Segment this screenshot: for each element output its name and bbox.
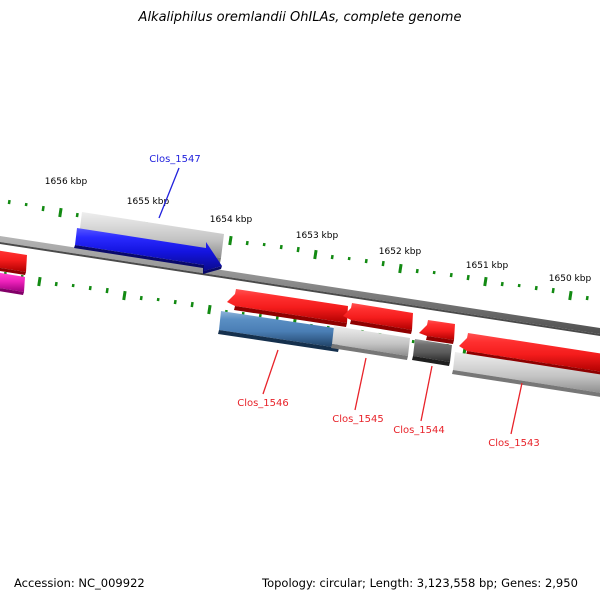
- page-title: Alkaliphilus oremlandii OhILAs, complete…: [138, 10, 462, 25]
- gene-leader-clos-1544: [420, 365, 433, 422]
- gene-arrow-clos-1545: [343, 303, 413, 330]
- backbone-strand-line: [0, 236, 600, 334]
- genome-summary-text: Topology: circular; Length: 3,123,558 bp…: [261, 576, 578, 590]
- gene-clos-1545[interactable]: [331, 303, 413, 360]
- gene-slab-clos-1544: [413, 339, 452, 362]
- gene-slab-shadow-clos-1545: [331, 344, 408, 360]
- scale-label-1656: 1656 kbp: [45, 177, 88, 187]
- scale-label-1655: 1655 kbp: [127, 197, 170, 207]
- scale-label-1650: 1650 kbp: [549, 274, 592, 284]
- genome-backbone[interactable]: [0, 236, 600, 336]
- gene-label-clos-1547[interactable]: Clos_1547: [149, 154, 201, 165]
- gene-slab-shadow-clos-1543: [452, 370, 600, 397]
- gene-slab-shadow-clos-1546: [218, 330, 339, 352]
- gene-leader-clos-1543: [510, 382, 523, 435]
- scale-label-1651: 1651 kbp: [466, 261, 509, 271]
- gene-label-clos-1546[interactable]: Clos_1546: [237, 398, 289, 409]
- gene-arrow-clos-1543: [459, 333, 600, 372]
- scale-labels: 1656 kbp 1655 kbp 1654 kbp 1653 kbp 1652…: [45, 177, 592, 284]
- gene-arrow-clos-1547: [75, 228, 222, 271]
- gene-shadow-clos-1549: [0, 267, 26, 275]
- scale-label-1654: 1654 kbp: [210, 215, 253, 225]
- gene-slab-clos-1545: [332, 326, 410, 356]
- gene-slab-clos-1543: [453, 352, 600, 393]
- gene-clos-1546[interactable]: [218, 289, 348, 352]
- gene-arrow-shadow-clos-1544: [426, 336, 454, 344]
- gene-body-clos-1549: [0, 250, 27, 272]
- gene-clos-1549[interactable]: [0, 246, 27, 275]
- gene-label-clos-1543[interactable]: Clos_1543: [488, 438, 540, 449]
- gene-slab-shadow-clos-1544: [412, 356, 450, 366]
- gene-arrow-clos-1546: [227, 289, 348, 323]
- gene-leader-clos-1546: [262, 349, 279, 395]
- gene-slab-clos-1546: [219, 311, 341, 348]
- gene-shadow-clos-1548: [0, 288, 24, 295]
- gene-leader-clos-1547: [158, 167, 180, 219]
- scale-label-1653: 1653 kbp: [296, 231, 339, 241]
- gene-label-clos-1545[interactable]: Clos_1545: [332, 414, 384, 425]
- scale-label-1652: 1652 kbp: [379, 247, 422, 257]
- gene-clos-1544[interactable]: [412, 320, 455, 366]
- gene-clos-1543[interactable]: [452, 333, 600, 397]
- gene-leader-clos-1545: [354, 357, 367, 411]
- gene-clos-1547[interactable]: [74, 212, 224, 274]
- gene-arrow-shadow-clos-1546: [234, 306, 347, 327]
- gene-clos-1548[interactable]: [0, 268, 25, 295]
- gene-arrow-shadow-clos-1545: [350, 320, 412, 334]
- gene-arrow-clos-1544: [419, 320, 455, 340]
- gene-label-clos-1544[interactable]: Clos_1544: [393, 425, 445, 436]
- gene-arrow-shadow-clos-1547: [74, 245, 222, 274]
- gene-body-clos-1548: [0, 272, 25, 292]
- backbone-strand-shadow: [0, 242, 600, 336]
- accession-text: Accession: NC_009922: [14, 576, 145, 590]
